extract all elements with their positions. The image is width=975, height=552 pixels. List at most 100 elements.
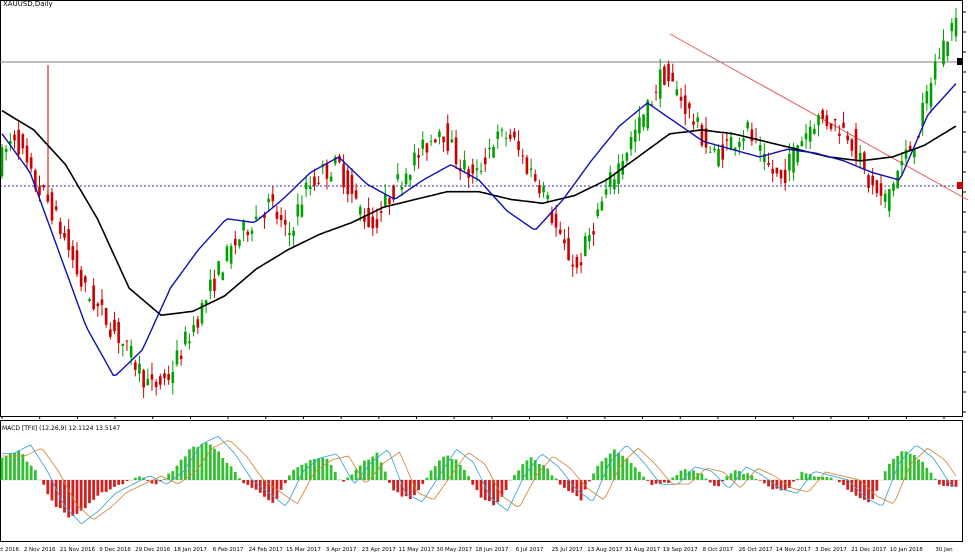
candle-body (750, 129, 754, 142)
macd-histogram-bar (146, 480, 150, 481)
macd-histogram-bar (846, 480, 850, 490)
macd-histogram-bar (113, 480, 116, 487)
candle-body (134, 362, 137, 370)
candle-body (879, 183, 883, 196)
candle-body (313, 176, 316, 186)
macd-histogram-bar (46, 480, 50, 495)
macd-histogram-bar (896, 455, 900, 480)
macd-histogram-bar (133, 477, 137, 480)
candle-body (888, 189, 891, 212)
macd-histogram-bar (288, 475, 291, 480)
macd-histogram-bar (554, 478, 558, 480)
candle-body (92, 285, 95, 310)
candle-body (804, 133, 808, 140)
candle-body (904, 149, 908, 159)
macd-histogram-bar (50, 480, 54, 501)
macd-histogram-bar (725, 476, 729, 480)
macd-histogram-bar (925, 467, 929, 480)
candle-body (742, 138, 745, 142)
macd-histogram-bar (233, 471, 237, 480)
macd-histogram-bar (196, 446, 200, 480)
macd-histogram-bar (379, 462, 383, 480)
candle-body (21, 134, 25, 149)
candle-body (950, 23, 954, 32)
macd-histogram-bar (367, 459, 371, 480)
candle-body (488, 147, 491, 150)
level-marker (957, 182, 963, 189)
candle-body (592, 231, 595, 235)
candle-body (196, 319, 200, 328)
macd-histogram-bar (900, 451, 904, 480)
macd-histogram-bar (850, 480, 854, 493)
candle-body (563, 239, 566, 244)
macd-histogram-bar (771, 480, 775, 490)
candle-body (696, 117, 700, 122)
candle-body (492, 146, 495, 158)
candle-body (383, 194, 387, 206)
candle-body (358, 207, 362, 215)
macd-histogram-bar (683, 469, 687, 480)
candle-body (554, 213, 558, 228)
x-tick-label: 14 Nov 2017 (776, 547, 812, 552)
candle-body (379, 211, 383, 213)
macd-histogram-bar (646, 480, 650, 481)
candle-body (229, 246, 233, 264)
candle-body (504, 137, 508, 139)
x-tick-label: 25 Jul 2017 (552, 547, 584, 552)
macd-histogram-bar (842, 480, 845, 486)
candle-body (404, 173, 408, 185)
macd-histogram-bar (450, 458, 454, 480)
x-tick-label: 11 May 2017 (399, 547, 435, 552)
candle-body (508, 134, 512, 139)
candle-body (54, 206, 58, 210)
macd-histogram-bar (4, 456, 8, 480)
x-tick-label: 15 Mar 2017 (286, 547, 321, 552)
candle-body (883, 193, 887, 202)
macd-histogram-bar (392, 480, 395, 491)
candle-body (192, 324, 195, 333)
macd-histogram-bar (579, 480, 583, 501)
macd-histogram-bar (937, 480, 941, 485)
macd-histogram-bar (542, 465, 545, 480)
candle-body (579, 262, 583, 266)
macd-histogram-bar (600, 461, 604, 480)
macd-histogram-bar (213, 448, 216, 480)
candle-body (421, 139, 425, 149)
macd-histogram-bar (467, 476, 470, 480)
macd-histogram-bar (100, 480, 104, 493)
macd-histogram-bar (667, 480, 670, 483)
macd-histogram-bar (862, 480, 866, 500)
macd-histogram-bar (225, 462, 229, 480)
macd-histogram-bar (125, 480, 129, 481)
candle-body (375, 219, 379, 228)
macd-histogram-bar (625, 458, 629, 480)
macd-histogram-bar (617, 453, 620, 480)
macd-histogram-bar (63, 480, 66, 513)
candle-body (513, 131, 516, 138)
candle-body (100, 299, 104, 305)
candle-body (675, 89, 679, 96)
candle-body (350, 175, 354, 194)
candle-body (521, 155, 525, 157)
candle-body (629, 136, 633, 150)
candle-body (67, 229, 70, 251)
candle-body (867, 175, 870, 188)
macd-histogram-bar (517, 470, 520, 480)
macd-histogram-bar (825, 477, 829, 480)
candle-body (425, 143, 429, 153)
candle-body (613, 179, 616, 190)
macd-histogram-bar (404, 480, 408, 497)
x-tick-label: 3 Apr 2017 (326, 547, 357, 552)
candle-body (167, 374, 170, 380)
x-tick-label: 19 Sep 2017 (663, 547, 698, 552)
macd-histogram-bar (513, 474, 516, 480)
candle-body (146, 378, 150, 386)
candle-body (454, 137, 458, 165)
candle-body (159, 376, 162, 385)
macd-histogram-bar (75, 480, 79, 514)
candle-body (800, 141, 804, 147)
macd-histogram-bar (329, 465, 333, 480)
macd-histogram-bar (92, 480, 96, 500)
